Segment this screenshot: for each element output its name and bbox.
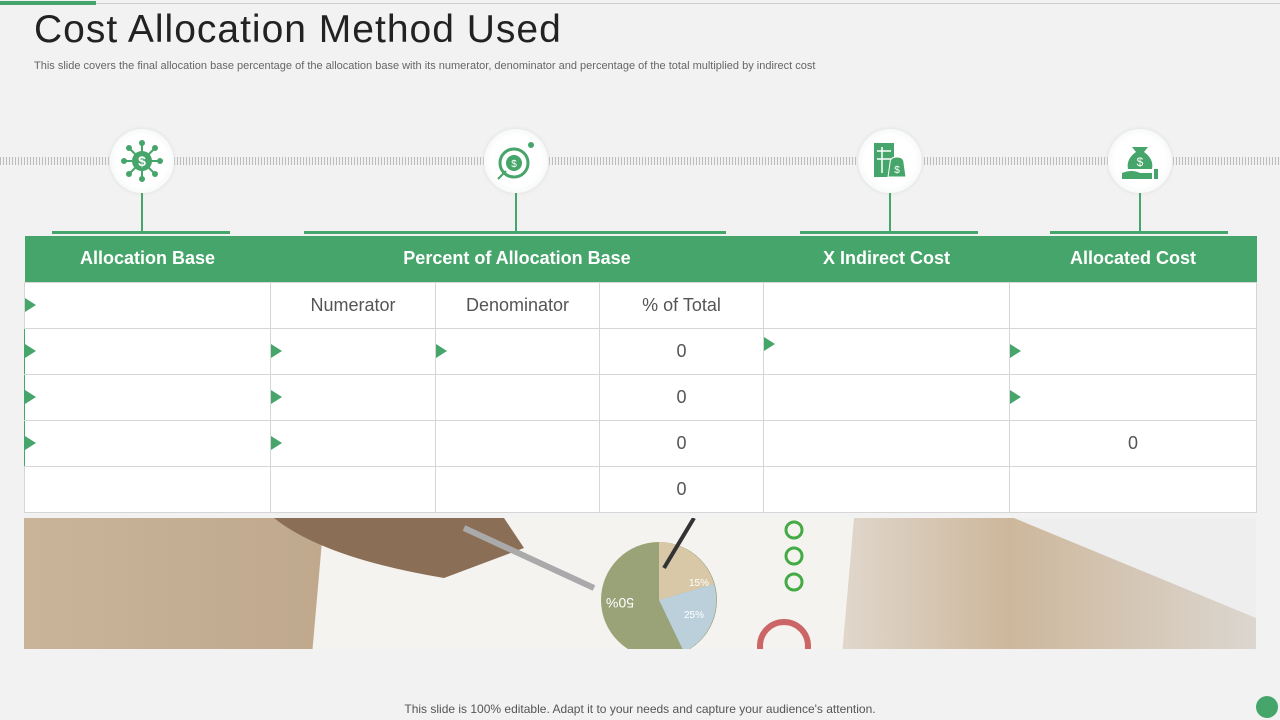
triangle-marker-icon: [271, 343, 282, 358]
page-title: Cost Allocation Method Used: [34, 8, 562, 51]
subheader-numerator: Numerator: [270, 281, 436, 329]
triangle-marker-icon: [25, 435, 36, 450]
subtitle: This slide covers the final allocation b…: [34, 60, 816, 72]
table-cell[interactable]: [1009, 465, 1257, 513]
header-bar-3: [800, 231, 978, 234]
table-cell[interactable]: [270, 419, 436, 467]
table-cell[interactable]: [1009, 281, 1257, 329]
timeline-dashes: [0, 157, 1280, 165]
triangle-marker-icon: [25, 343, 36, 358]
table-cell[interactable]: 0: [599, 373, 764, 421]
header-percent-allocation-base: Percent of Allocation Base: [270, 236, 764, 282]
subheader-percent-total: % of Total: [599, 281, 764, 329]
cost-allocation-table: Allocation Base Percent of Allocation Ba…: [24, 236, 1257, 513]
header-bar-4: [1050, 231, 1228, 234]
table-cell[interactable]: [763, 327, 1010, 375]
table-cell[interactable]: [24, 281, 271, 329]
table-cell[interactable]: [435, 465, 600, 513]
header-allocation-base: Allocation Base: [24, 236, 271, 282]
table-cell[interactable]: [763, 373, 1010, 421]
table-cell[interactable]: 0: [1009, 419, 1257, 467]
connector-3: [889, 193, 891, 231]
table-row: 0: [24, 327, 1257, 375]
triangle-marker-icon: [25, 389, 36, 404]
table-row: 0: [24, 373, 1257, 421]
table-cell[interactable]: [763, 281, 1010, 329]
table-cell[interactable]: [1009, 373, 1257, 421]
svg-text:$: $: [138, 153, 146, 169]
table-cell[interactable]: [270, 373, 436, 421]
subheader-denominator: Denominator: [435, 281, 600, 329]
dollar-network-icon: $: [110, 129, 174, 193]
connector-1: [141, 193, 143, 231]
table-cell[interactable]: [763, 465, 1010, 513]
header-bar-1: [52, 231, 230, 234]
triangle-marker-icon: [764, 336, 775, 351]
triangle-marker-icon: [271, 389, 282, 404]
svg-text:$: $: [894, 165, 900, 176]
connector-2: [515, 193, 517, 231]
pie-label-50: 50%: [606, 595, 634, 611]
svg-text:$: $: [1137, 155, 1144, 169]
table-row: 0 0: [24, 419, 1257, 467]
svg-text:$: $: [511, 159, 517, 170]
top-rule: [0, 3, 1280, 4]
hand-money-bag-icon: $: [1108, 129, 1172, 193]
header-bar-2: [304, 231, 726, 234]
table-cell[interactable]: [24, 373, 271, 421]
table-cell[interactable]: [24, 465, 271, 513]
triangle-marker-icon: [271, 435, 282, 450]
pie-label-15: 15%: [689, 578, 709, 589]
table-cell[interactable]: [24, 419, 271, 467]
connector-4: [1139, 193, 1141, 231]
dollar-target-icon: $: [484, 129, 548, 193]
table-cell[interactable]: 0: [599, 419, 764, 467]
top-accent: [0, 1, 96, 5]
table-cell[interactable]: [435, 373, 600, 421]
table-cell[interactable]: [435, 327, 600, 375]
triangle-marker-icon: [25, 297, 36, 312]
triangle-marker-icon: [1010, 343, 1021, 358]
table-cell[interactable]: [270, 327, 436, 375]
corner-dot: [1256, 696, 1278, 718]
table-cell[interactable]: 0: [599, 327, 764, 375]
table-cell[interactable]: [435, 419, 600, 467]
invoice-money-bag-icon: $: [858, 129, 922, 193]
table-cell[interactable]: [1009, 327, 1257, 375]
table-cell[interactable]: 0: [599, 465, 764, 513]
triangle-marker-icon: [1010, 389, 1021, 404]
header-indirect-cost: X Indirect Cost: [763, 236, 1010, 282]
triangle-marker-icon: [436, 343, 447, 358]
table-cell[interactable]: [270, 465, 436, 513]
table-row: 0: [24, 465, 1257, 513]
desk-photo: 50% 15% 25%: [24, 516, 1256, 673]
table-cell[interactable]: [24, 327, 271, 375]
footer-note: This slide is 100% editable. Adapt it to…: [404, 702, 876, 716]
pie-label-25: 25%: [684, 610, 704, 621]
header-allocated-cost: Allocated Cost: [1009, 236, 1257, 282]
table-cell[interactable]: [763, 419, 1010, 467]
